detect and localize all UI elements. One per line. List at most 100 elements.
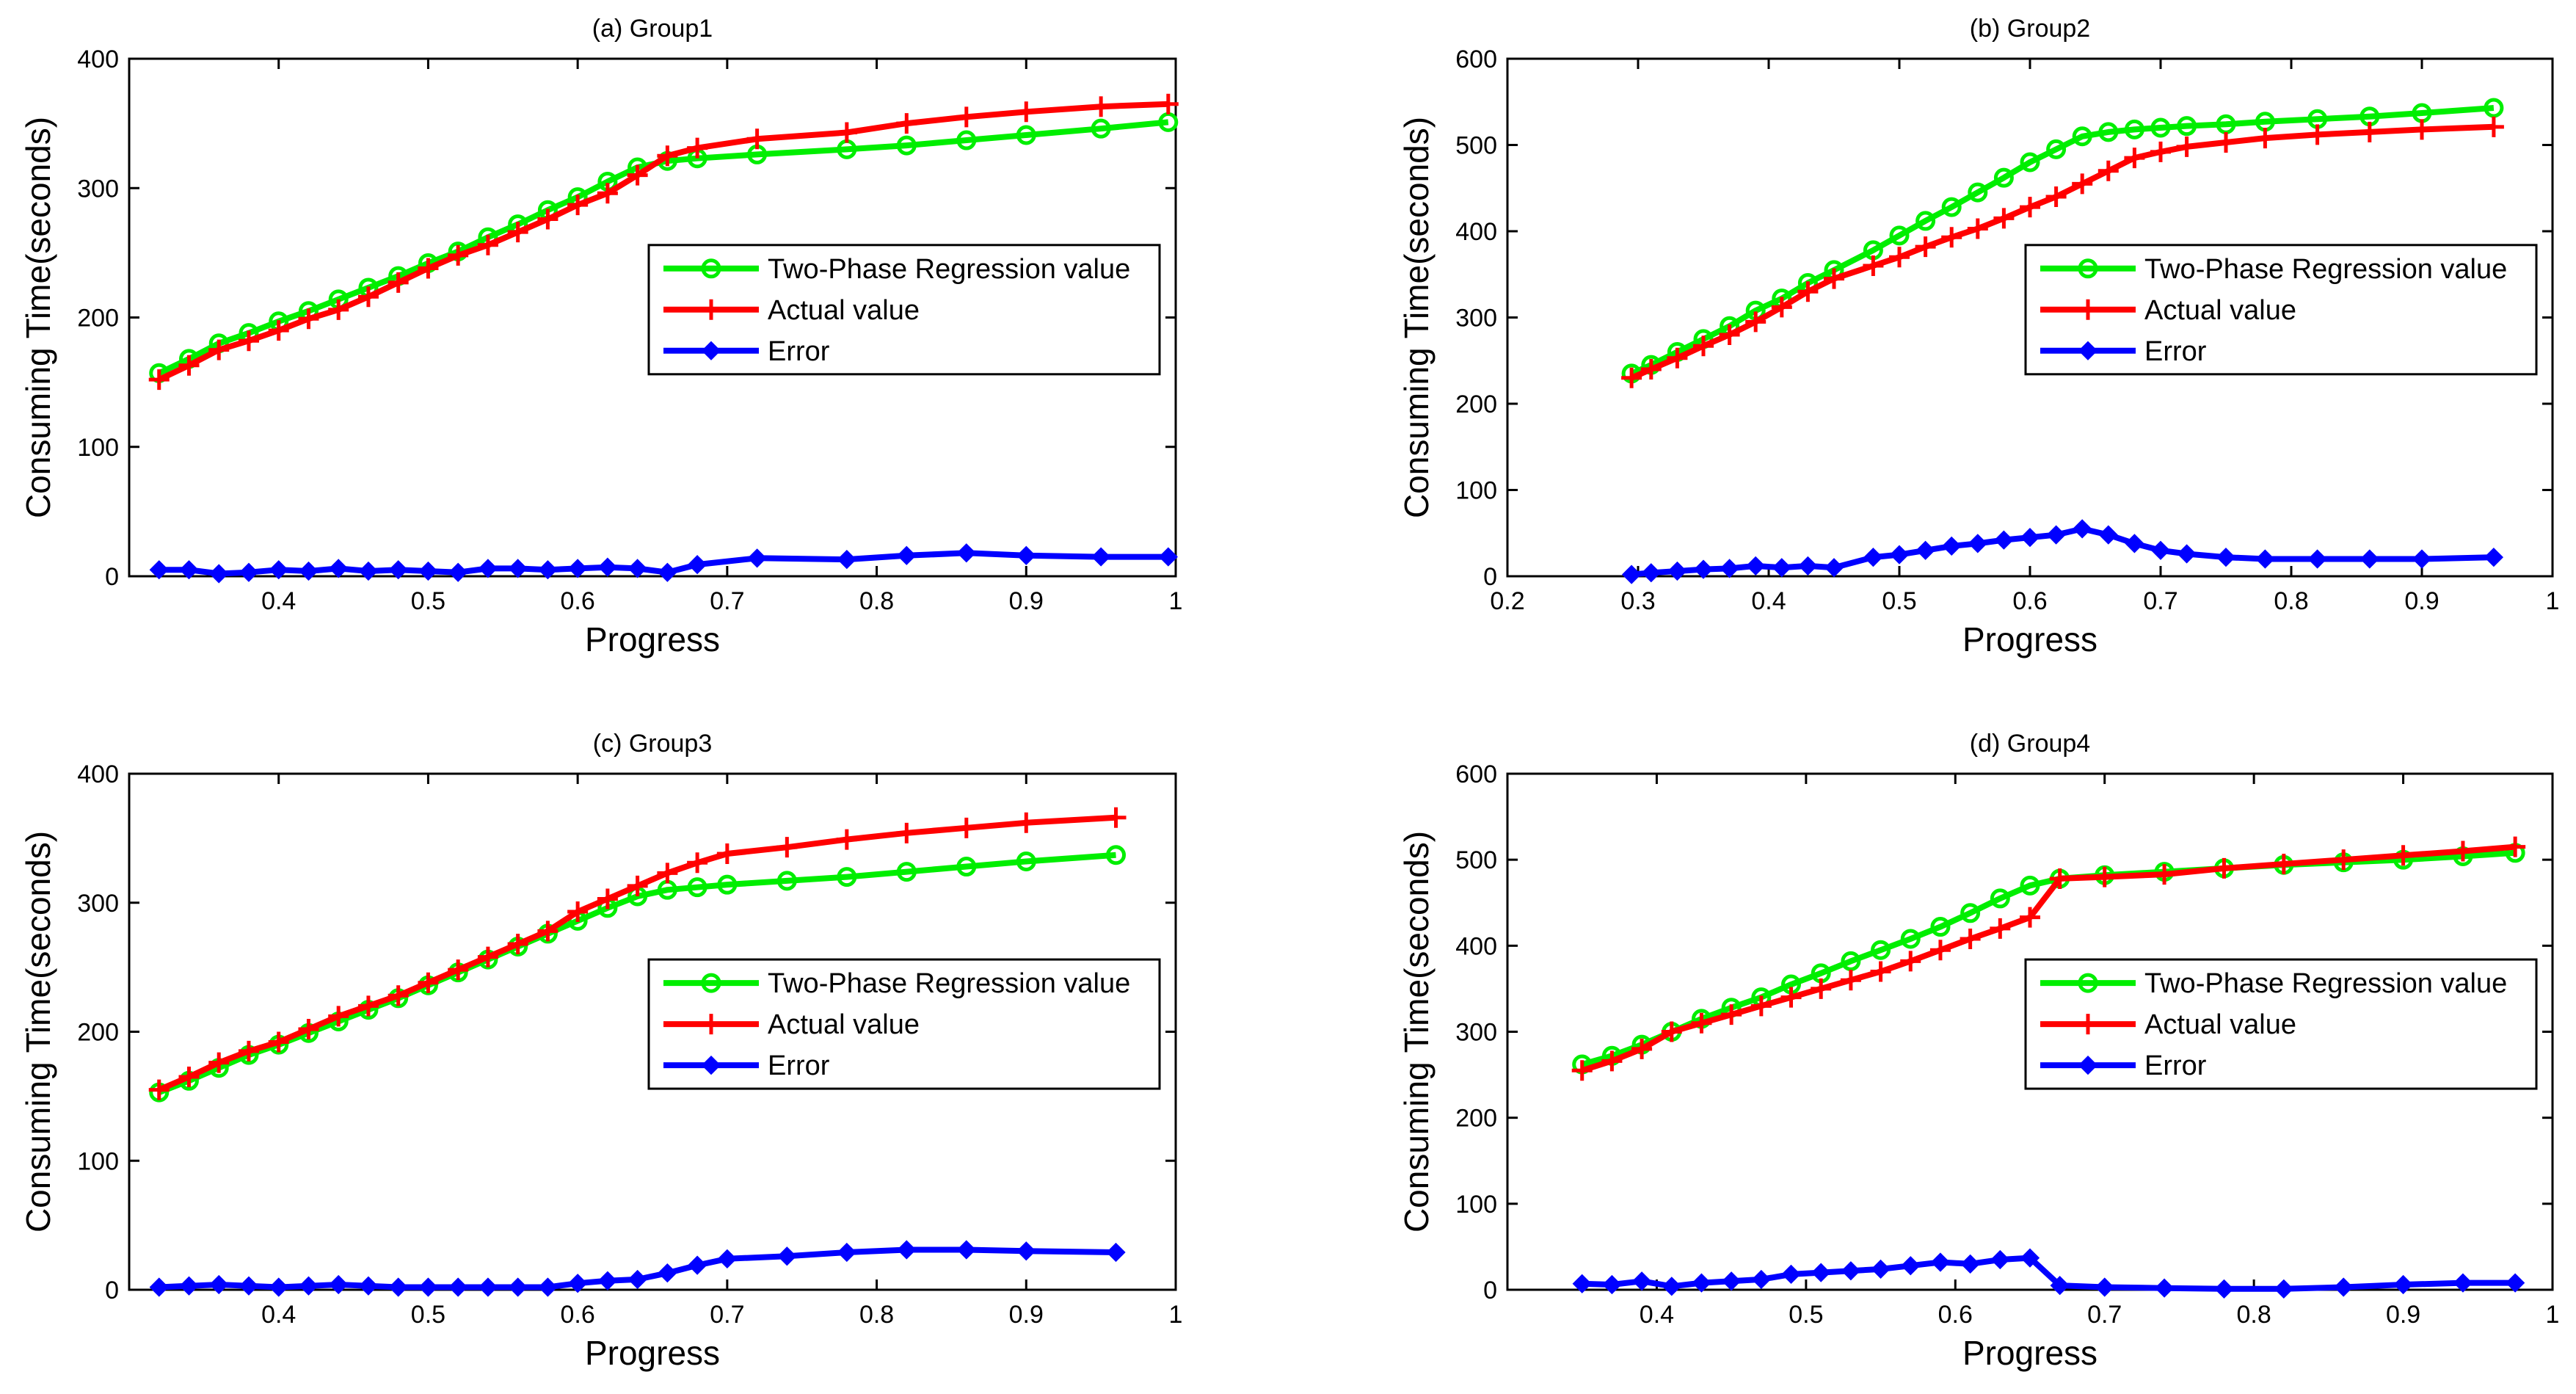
marker-diamond	[837, 549, 856, 570]
x-tick-label: 0.9	[1009, 1301, 1044, 1329]
y-tick-label: 200	[1455, 391, 1497, 418]
marker-plus	[448, 244, 469, 266]
marker-diamond	[209, 564, 229, 584]
marker-plus	[388, 272, 409, 293]
marker-plus	[1693, 335, 1714, 357]
marker-diamond	[1772, 558, 1791, 578]
legend-label: Actual value	[768, 1009, 920, 1040]
marker-circle	[1960, 903, 1981, 923]
legend-label: Two-Phase Regression value	[2144, 254, 2507, 285]
marker-diamond	[568, 559, 588, 578]
marker-plus	[1631, 1038, 1653, 1059]
marker-circle	[2046, 139, 2067, 159]
marker-plus	[2094, 866, 2115, 887]
y-tick-label: 0	[1483, 1277, 1497, 1304]
marker-plus	[1745, 311, 1767, 333]
legend: Two-Phase Regression value Actual value Er…	[647, 958, 1161, 1090]
y-tick-label: 0	[105, 563, 119, 591]
x-tick-label: 0.8	[859, 587, 894, 615]
marker-diamond	[658, 1263, 677, 1283]
marker-plus	[2483, 116, 2504, 137]
marker-diamond	[149, 560, 169, 580]
marker-plus	[418, 972, 439, 993]
marker-plus	[1601, 1050, 1623, 1072]
marker-diamond	[1692, 1273, 1711, 1293]
marker-diamond	[388, 560, 408, 580]
y-tick-label: 100	[1455, 477, 1497, 505]
marker-plus	[2020, 197, 2040, 218]
marker-plus	[298, 1018, 319, 1039]
marker-diamond	[2274, 1279, 2293, 1299]
marker-diamond	[2150, 540, 2171, 560]
marker-diamond	[478, 1277, 498, 1297]
marker-diamond	[2078, 341, 2098, 360]
marker-diamond	[329, 1274, 349, 1295]
marker-diamond	[1572, 1274, 1592, 1293]
x-tick-label: 1	[2546, 1301, 2560, 1329]
marker-diamond	[2334, 1277, 2354, 1297]
marker-plus	[448, 959, 469, 981]
marker-circle	[2150, 117, 2171, 138]
marker-diamond	[2020, 528, 2040, 548]
marker-plus	[2216, 131, 2236, 153]
chart-title: (d) Group4	[1970, 730, 2090, 758]
marker-diamond	[1994, 530, 2014, 550]
legend-item-model: Two-Phase Regression value	[2040, 968, 2507, 999]
y-tick-label: 300	[1455, 1019, 1497, 1047]
marker-diamond	[2046, 525, 2066, 545]
x-tick-label: 0.6	[561, 587, 595, 615]
marker-plus	[567, 901, 589, 923]
marker-circle	[687, 877, 707, 898]
x-axis-label: Progress	[1962, 1334, 2097, 1372]
marker-circle	[1016, 852, 1036, 872]
marker-plus	[208, 1052, 230, 1073]
marker-diamond	[538, 1277, 558, 1297]
marker-diamond	[2073, 519, 2092, 539]
legend-label: Error	[768, 1050, 830, 1081]
marker-circle	[1990, 888, 2010, 909]
marker-plus	[2176, 136, 2197, 157]
legend-item-model: Two-Phase Regression value	[663, 254, 1130, 285]
marker-circle	[1871, 940, 1891, 960]
series-line	[1630, 123, 2495, 381]
marker-plus	[477, 234, 498, 255]
marker-diamond	[2255, 549, 2275, 569]
marker-circle	[1889, 225, 1910, 246]
legend-label: Actual value	[2144, 1009, 2296, 1040]
marker-plus	[1571, 1060, 1593, 1081]
marker-plus	[178, 1067, 200, 1088]
x-tick-label: 0.7	[2143, 587, 2177, 615]
marker-plus	[701, 299, 721, 320]
marker-plus	[657, 863, 678, 884]
marker-plus	[956, 106, 977, 128]
marker-plus	[701, 1014, 721, 1035]
x-tick-label: 0.4	[1640, 1301, 1674, 1329]
marker-plus	[1016, 101, 1037, 123]
marker-diamond	[269, 560, 288, 580]
marker-diamond	[1746, 556, 1766, 576]
marker-diamond	[2506, 1273, 2525, 1293]
y-tick-label: 600	[1455, 46, 1497, 73]
marker-circle	[2078, 258, 2098, 279]
marker-plus	[2072, 173, 2093, 195]
marker-diamond	[418, 1277, 438, 1297]
marker-diamond	[687, 555, 707, 575]
marker-circle	[1930, 917, 1951, 937]
legend-item-model: Two-Phase Regression value	[663, 968, 1130, 999]
marker-plus	[1750, 995, 1772, 1017]
marker-diamond	[627, 1269, 647, 1290]
legend-label: Two-Phase Regression value	[768, 254, 1130, 285]
marker-plus	[2213, 857, 2235, 879]
marker-circle	[1016, 125, 1036, 145]
x-tick-label: 0.8	[2237, 1301, 2271, 1329]
marker-circle	[1915, 211, 1936, 231]
legend: Two-Phase Regression value Actual value Er…	[647, 244, 1161, 376]
marker-diamond	[1915, 540, 1935, 560]
y-tick-label: 0	[105, 1277, 119, 1304]
marker-circle	[1993, 167, 2014, 188]
marker-plus	[597, 888, 618, 910]
marker-plus	[238, 1040, 259, 1061]
marker-diamond	[956, 1240, 976, 1260]
x-tick-label: 0.2	[1490, 587, 1524, 615]
marker-plus	[2452, 841, 2473, 862]
